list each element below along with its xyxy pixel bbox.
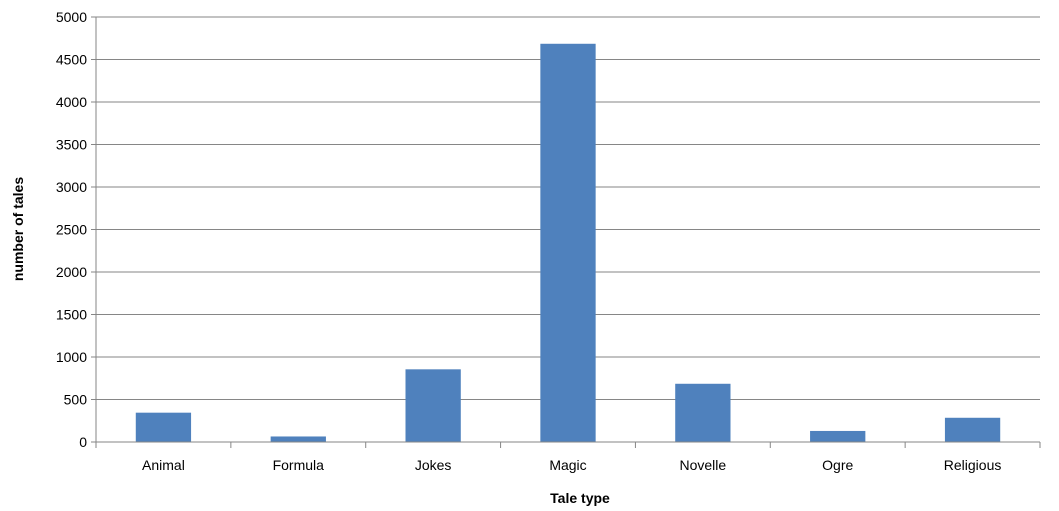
x-tick-label: Jokes bbox=[415, 457, 452, 473]
bar-ogre bbox=[810, 430, 866, 442]
y-tick-label: 4500 bbox=[56, 52, 87, 68]
x-tick-labels: Animal Formula Jokes Magic Novelle Ogre Religi… bbox=[142, 457, 1001, 473]
bar-magic bbox=[540, 43, 596, 443]
x-tick-label: Religious bbox=[944, 457, 1002, 473]
x-tick-label: Formula bbox=[273, 457, 325, 473]
y-tick-labels: 0 500 1000 1500 2000 2500 3000 3500 4000 4500 5000 bbox=[56, 9, 87, 450]
bar-animal bbox=[135, 412, 192, 442]
x-axis-title: Tale type bbox=[550, 490, 610, 506]
bars bbox=[135, 43, 1001, 443]
y-tick-label: 500 bbox=[64, 392, 88, 408]
axes bbox=[95, 17, 1041, 448]
y-tick-label: 0 bbox=[79, 434, 87, 450]
x-tick-label: Novelle bbox=[680, 457, 727, 473]
x-tick-label: Magic bbox=[549, 457, 586, 473]
y-tick-label: 5000 bbox=[56, 9, 87, 25]
y-tick-label: 3000 bbox=[56, 179, 87, 195]
y-tick-label: 3500 bbox=[56, 137, 87, 153]
y-tick-label: 4000 bbox=[56, 94, 87, 110]
bar-formula bbox=[270, 436, 326, 442]
x-tick-label: Animal bbox=[142, 457, 185, 473]
bar-novelle bbox=[675, 383, 731, 442]
bar-jokes bbox=[405, 369, 461, 442]
y-tick-label: 2000 bbox=[56, 264, 87, 280]
x-tick-label: Ogre bbox=[822, 457, 853, 473]
y-axis-title: number of tales bbox=[10, 177, 26, 281]
y-tick-label: 1000 bbox=[56, 349, 87, 365]
bar-religious bbox=[944, 417, 1001, 442]
y-tick-label: 1500 bbox=[56, 307, 87, 323]
y-tick-label: 2500 bbox=[56, 222, 87, 238]
